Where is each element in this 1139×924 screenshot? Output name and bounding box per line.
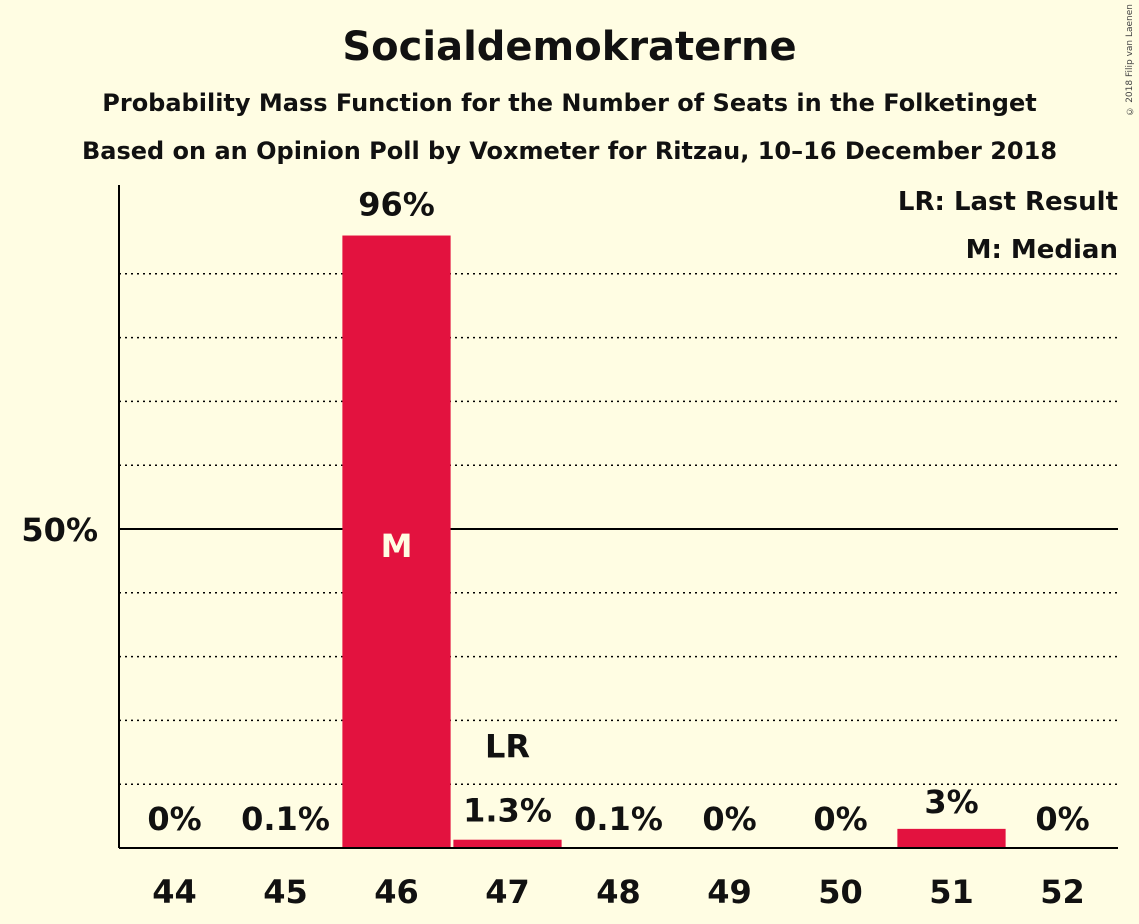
bar-46 <box>342 235 451 848</box>
grid-lines <box>119 273 1118 785</box>
x-tick-label-51: 51 <box>929 873 974 911</box>
x-tick-label-52: 52 <box>1040 873 1085 911</box>
x-tick-label-45: 45 <box>263 873 308 911</box>
bar-47 <box>453 839 562 848</box>
x-tick-label-48: 48 <box>596 873 641 911</box>
x-tick-label-50: 50 <box>818 873 863 911</box>
axes: 50% <box>21 185 1118 849</box>
value-label-50: 0% <box>813 800 867 838</box>
chart-subtitle: Probability Mass Function for the Number… <box>102 89 1037 117</box>
bar-51 <box>897 828 1006 848</box>
chart-title: Socialdemokraterne <box>342 24 797 70</box>
x-tick-label-49: 49 <box>707 873 752 911</box>
legend-median: M: Median <box>966 235 1118 265</box>
bars <box>231 235 1006 848</box>
x-tick-label-44: 44 <box>152 873 197 911</box>
labels: 0% 44 0.1% 45 96% 46 M 1.3% 47 LR 0.1% 48 0% 49 0% 50 3%… <box>147 186 1089 911</box>
value-label-52: 0% <box>1035 800 1089 838</box>
x-tick-label-46: 46 <box>374 873 419 911</box>
chart-source: Based on an Opinion Poll by Voxmeter for… <box>81 137 1058 165</box>
value-label-48: 0.1% <box>574 800 663 838</box>
legend-last-result: LR: Last Result <box>898 187 1118 217</box>
value-label-44: 0% <box>147 800 201 838</box>
value-label-49: 0% <box>702 800 756 838</box>
y-tick-label: 50% <box>21 511 98 549</box>
value-label-46: 96% <box>358 186 435 224</box>
median-marker: M <box>381 527 413 565</box>
value-label-47: 1.3% <box>463 792 552 830</box>
value-label-45: 0.1% <box>241 800 330 838</box>
value-label-51: 3% <box>924 783 978 821</box>
last-result-marker: LR <box>485 728 530 766</box>
x-tick-label-47: 47 <box>485 873 530 911</box>
